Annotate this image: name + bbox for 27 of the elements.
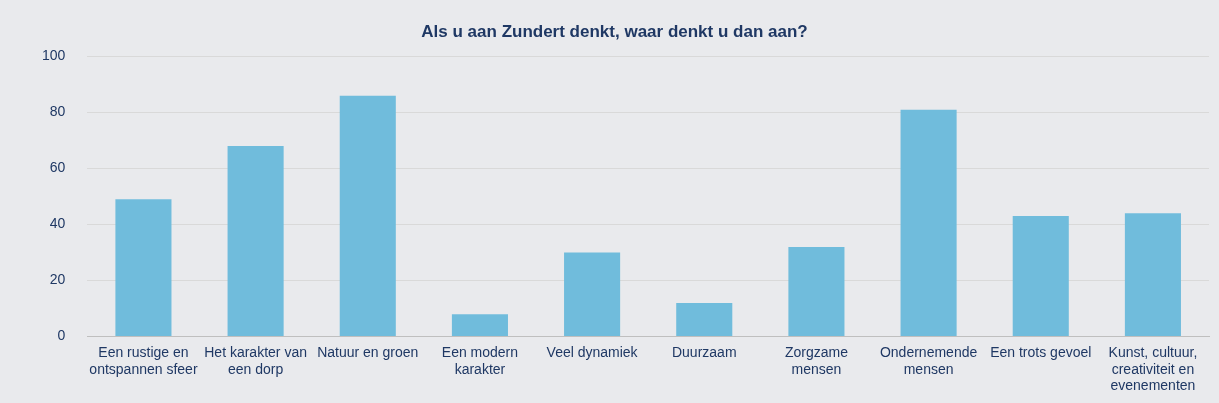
bar — [564, 252, 621, 337]
x-tick-label: Duurzaam — [671, 343, 737, 360]
x-tick-label: Een trots gevoel — [990, 343, 1092, 360]
y-tick-label: 60 — [49, 159, 66, 176]
chart-title: Als u aan Zundert denkt, waar denkt u dan aan? — [421, 21, 808, 41]
x-tick-label: Zorgzame mensen — [784, 343, 849, 377]
bar — [900, 109, 957, 337]
bar — [788, 246, 845, 337]
bar — [115, 199, 172, 337]
x-tick-label: Het karakter van een dorp — [204, 343, 307, 377]
x-tick-label: Een rustige en ontspannen sfeer — [89, 343, 198, 377]
x-tick-label: Natuur en groen — [317, 343, 419, 360]
x-tick-label: Kunst, cultuur, creativiteit en evenementen — [1108, 343, 1198, 394]
y-tick-label: 20 — [49, 271, 66, 288]
y-tick-label: 40 — [49, 215, 66, 232]
x-tick-label: Een modern karakter — [441, 343, 519, 377]
y-tick-label: 100 — [42, 47, 66, 64]
bar — [676, 302, 733, 337]
x-tick-label: Veel dynamiek — [546, 343, 639, 360]
y-tick-label: 80 — [49, 103, 66, 120]
bar — [1012, 216, 1069, 337]
y-tick-label: 0 — [57, 327, 66, 344]
bar — [451, 314, 508, 337]
bar — [339, 95, 396, 337]
bar — [227, 146, 284, 337]
x-tick-label: Ondernemende mensen — [879, 343, 978, 377]
bar — [1124, 213, 1181, 337]
